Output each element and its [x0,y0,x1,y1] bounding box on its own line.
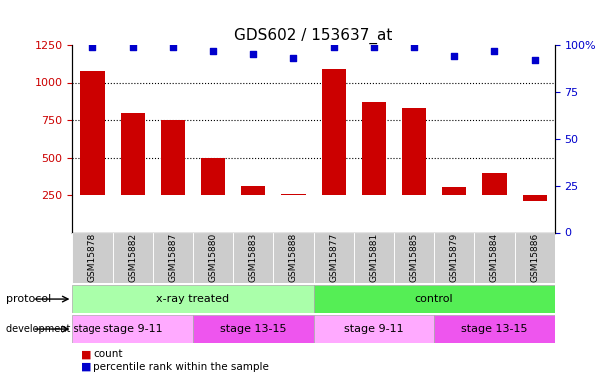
Text: protocol: protocol [6,294,51,304]
Bar [121,112,145,195]
FancyBboxPatch shape [153,232,193,283]
Text: stage 9-11: stage 9-11 [344,324,403,334]
Text: count: count [93,350,123,359]
FancyBboxPatch shape [113,232,153,283]
Text: GSM15883: GSM15883 [249,233,257,282]
Text: GSM15882: GSM15882 [128,233,137,282]
Bar [321,69,346,195]
Point [248,51,258,57]
Text: GSM15886: GSM15886 [530,233,539,282]
FancyBboxPatch shape [193,315,314,343]
Point [87,44,97,50]
Text: GSM15879: GSM15879 [450,233,459,282]
Text: GSM15888: GSM15888 [289,233,298,282]
Point [490,48,499,54]
Text: GSM15885: GSM15885 [409,233,418,282]
Text: GSM15878: GSM15878 [88,233,97,282]
Bar [402,108,426,195]
FancyBboxPatch shape [314,285,555,313]
Bar [282,194,306,195]
Text: stage 9-11: stage 9-11 [103,324,162,334]
Point [369,44,379,50]
Text: stage 13-15: stage 13-15 [220,324,286,334]
FancyBboxPatch shape [514,232,555,283]
FancyBboxPatch shape [273,232,314,283]
Text: GSM15880: GSM15880 [209,233,218,282]
Bar [442,187,466,195]
Text: ■: ■ [81,350,92,359]
Point [449,53,459,59]
Text: GSM15881: GSM15881 [370,233,378,282]
Text: percentile rank within the sample: percentile rank within the sample [93,362,270,372]
FancyBboxPatch shape [434,232,475,283]
FancyBboxPatch shape [233,232,273,283]
Text: GSM15877: GSM15877 [329,233,338,282]
Text: stage 13-15: stage 13-15 [461,324,528,334]
FancyBboxPatch shape [72,315,193,343]
FancyBboxPatch shape [475,232,514,283]
Point [128,44,137,50]
Bar [241,186,265,195]
FancyBboxPatch shape [354,232,394,283]
Point [289,55,298,61]
FancyBboxPatch shape [394,232,434,283]
Text: development stage: development stage [6,324,101,334]
FancyBboxPatch shape [434,315,555,343]
Title: GDS602 / 153637_at: GDS602 / 153637_at [235,27,393,44]
Bar [362,102,386,195]
Point [530,57,540,63]
FancyBboxPatch shape [314,232,354,283]
Text: x-ray treated: x-ray treated [156,294,230,304]
Bar [482,173,507,195]
Point [208,48,218,54]
Bar [201,158,225,195]
Text: ■: ■ [81,362,92,372]
Bar [523,195,547,201]
Point [168,44,178,50]
Text: GSM15884: GSM15884 [490,233,499,282]
FancyBboxPatch shape [314,315,434,343]
Point [329,44,338,50]
Text: GSM15887: GSM15887 [168,233,177,282]
FancyBboxPatch shape [72,285,314,313]
FancyBboxPatch shape [72,232,113,283]
Bar [161,120,185,195]
Bar [80,70,104,195]
Point [409,44,419,50]
FancyBboxPatch shape [193,232,233,283]
Text: control: control [415,294,453,304]
